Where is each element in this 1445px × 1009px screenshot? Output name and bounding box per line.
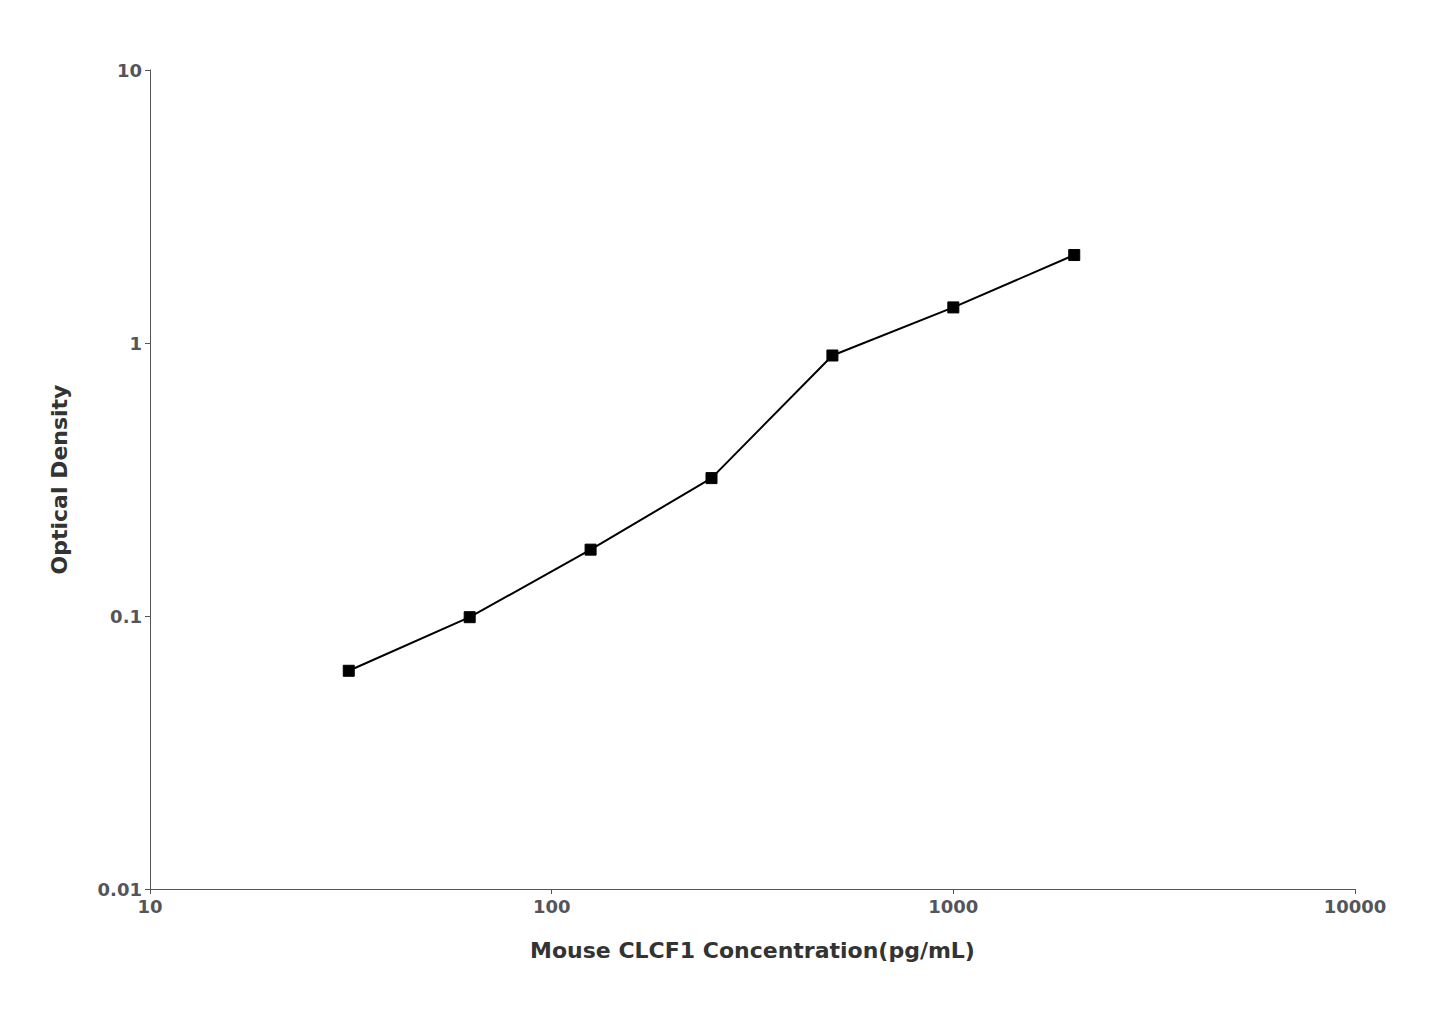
svg-text:10000: 10000 [1324,896,1387,917]
svg-text:1000: 1000 [928,896,978,917]
svg-text:Optical Density: Optical Density [47,385,72,575]
svg-text:10: 10 [137,896,162,917]
svg-text:Mouse CLCF1 Concentration(pg/m: Mouse CLCF1 Concentration(pg/mL) [530,938,975,963]
svg-text:100: 100 [533,896,571,917]
svg-text:1: 1 [129,333,142,354]
svg-text:0.1: 0.1 [110,606,142,627]
svg-text:0.01: 0.01 [98,879,142,900]
svg-text:10: 10 [117,60,142,81]
